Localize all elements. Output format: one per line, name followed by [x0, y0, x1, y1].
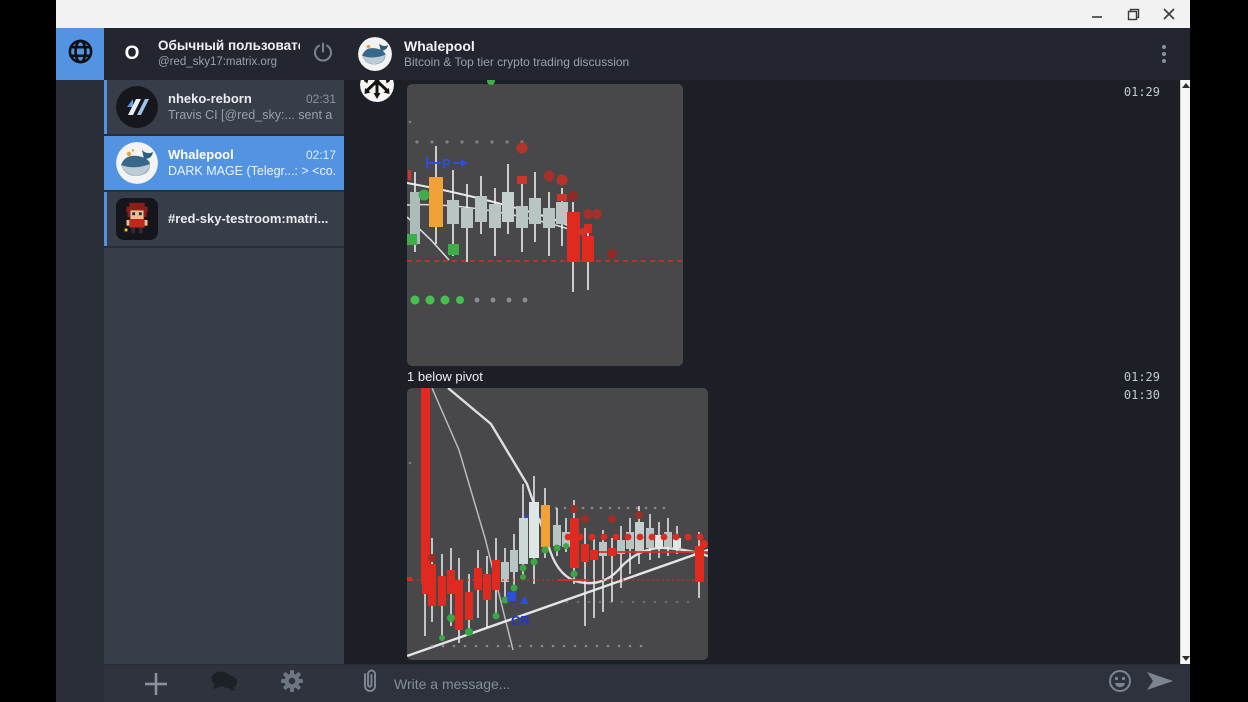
unread-indicator: [104, 80, 107, 134]
room-last-message: Travis CI [@red_sky:... sent a ...: [168, 108, 336, 123]
message-input[interactable]: [394, 675, 1094, 692]
rooms-filter-button[interactable]: [207, 669, 241, 699]
settings-button[interactable]: [275, 669, 309, 699]
room-name: nheko-reborn: [168, 90, 252, 106]
message-image-1: P 01:29: [407, 84, 1160, 366]
chat-header: Whalepool Bitcoin & Top tier crypto trad…: [344, 28, 1190, 80]
titlebar: [56, 0, 1190, 28]
room-avatar-nheko: [116, 86, 158, 128]
room-timestamp: 02:31: [305, 91, 336, 106]
sender-avatar[interactable]: [360, 80, 394, 102]
user-header: O Обычный пользовате. @red_sky17:matrix.…: [104, 28, 344, 80]
room-row-red-sky-testroom[interactable]: #red-sky-testroom:matri...: [104, 192, 344, 248]
globe-icon: [67, 38, 94, 70]
chat-panel: Whalepool Bitcoin & Top tier crypto trad…: [344, 28, 1190, 702]
message-timestamp: 01:30: [1123, 388, 1160, 402]
room-texts: Whalepool 02:17 DARK MAGE (Telegr...: > …: [168, 146, 336, 180]
communities-sidebar: [56, 28, 104, 702]
unread-indicator: [104, 192, 107, 246]
app-body: O Обычный пользовате. @red_sky17:matrix.…: [56, 28, 1190, 702]
scroll-up-arrow[interactable]: [1181, 83, 1190, 88]
chart2-cr-label: CR: [511, 613, 530, 628]
smiley-icon: [1108, 669, 1132, 698]
restore-button[interactable]: [1126, 7, 1140, 21]
chart-image-1[interactable]: P: [407, 84, 683, 366]
chart-image-2[interactable]: P: [407, 388, 708, 660]
room-row-nheko-reborn[interactable]: nheko-reborn 02:31 Travis CI [@red_sky:.…: [104, 80, 344, 136]
room-texts: nheko-reborn 02:31 Travis CI [@red_sky:.…: [168, 90, 336, 124]
user-matrix-id: @red_sky17:matrix.org: [158, 56, 278, 69]
chart1-pivot-label: P: [442, 156, 451, 171]
send-icon: [1146, 670, 1174, 697]
close-button[interactable]: [1162, 7, 1176, 21]
paperclip-icon: [360, 668, 380, 699]
chat-titles: Whalepool Bitcoin & Top tier crypto trad…: [404, 37, 1140, 71]
emoji-button[interactable]: [1108, 669, 1132, 698]
chat-room-topic: Bitcoin & Top tier crypto trading discus…: [404, 55, 630, 70]
message-composer: [344, 664, 1190, 702]
gear-icon: [280, 669, 304, 698]
room-avatar-whalepool: [116, 142, 158, 184]
clipped-image-fragment: [487, 80, 495, 85]
room-options-menu-button[interactable]: [1152, 39, 1176, 69]
room-row-whalepool[interactable]: Whalepool 02:17 DARK MAGE (Telegr...: > …: [104, 136, 344, 192]
room-last-message: DARK MAGE (Telegr...: > <co...: [168, 164, 336, 179]
room-timestamp: 02:17: [305, 147, 336, 162]
message-timeline: P 01:29 1 below pivot 01:29: [344, 80, 1190, 664]
community-all-rooms[interactable]: [56, 28, 104, 80]
timeline-scrollbar[interactable]: [1180, 80, 1190, 664]
room-name: Whalepool: [168, 146, 234, 162]
message-image-2: P: [407, 387, 1160, 660]
room-list: nheko-reborn 02:31 Travis CI [@red_sky:.…: [104, 80, 344, 664]
chat-room-title: Whalepool: [404, 38, 475, 55]
send-button[interactable]: [1146, 670, 1174, 697]
room-name: #red-sky-testroom:matri...: [168, 211, 329, 227]
sidebar-bottom-bar: [104, 664, 344, 702]
message-text-1: 1 below pivot 01:29: [407, 366, 1160, 387]
user-meta: Обычный пользовате. @red_sky17:matrix.or…: [158, 38, 300, 69]
attach-file-button[interactable]: [360, 668, 380, 699]
message-timestamp: 01:29: [1123, 85, 1160, 99]
minimize-button[interactable]: [1090, 7, 1104, 21]
chat-room-avatar[interactable]: [358, 37, 392, 71]
message-timestamp: 01:29: [1123, 370, 1160, 384]
sender-avatar-column: [360, 80, 407, 664]
room-texts: #red-sky-testroom:matri...: [168, 210, 336, 228]
message-column: P 01:29 1 below pivot 01:29: [407, 84, 1160, 664]
add-room-button[interactable]: [139, 669, 173, 699]
user-display-name: Обычный пользовате.: [158, 38, 300, 54]
room-avatar-testroom: [116, 198, 158, 240]
app-window: O Обычный пользовате. @red_sky17:matrix.…: [56, 0, 1190, 702]
rooms-panel: O Обычный пользовате. @red_sky17:matrix.…: [104, 28, 344, 702]
unread-indicator: [104, 136, 107, 190]
chat-bubbles-icon: [210, 670, 238, 697]
scroll-down-arrow[interactable]: [1181, 656, 1190, 661]
user-avatar: O: [124, 43, 140, 64]
message-body: 1 below pivot: [407, 369, 483, 384]
logout-button[interactable]: [312, 41, 334, 68]
